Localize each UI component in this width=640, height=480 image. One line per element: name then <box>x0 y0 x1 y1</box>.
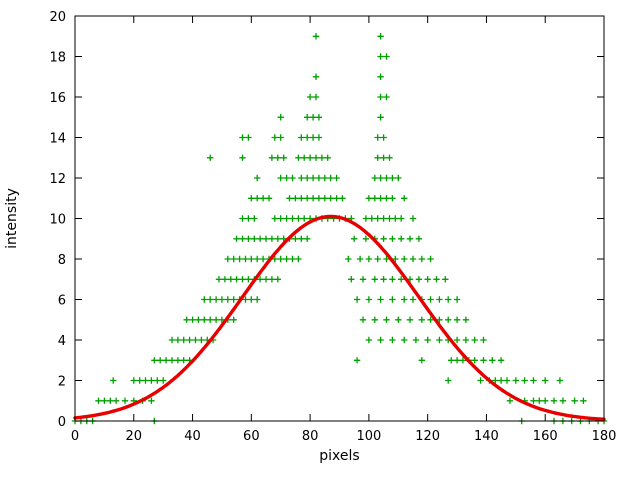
y-axis-label: intensity <box>4 188 20 249</box>
y-tick-label: 6 <box>58 294 66 309</box>
x-tick-label: 180 <box>592 429 617 444</box>
y-tick-label: 18 <box>49 51 66 66</box>
y-tick-label: 14 <box>49 132 66 147</box>
x-tick-label: 20 <box>126 429 143 444</box>
y-tick-label: 20 <box>49 10 66 25</box>
x-tick-label: 100 <box>356 429 381 444</box>
y-tick-label: 10 <box>49 213 66 228</box>
y-tick-label: 2 <box>58 375 66 390</box>
x-axis-label: pixels <box>319 448 359 464</box>
x-tick-label: 160 <box>533 429 558 444</box>
x-tick-label: 80 <box>302 429 319 444</box>
y-tick-label: 16 <box>49 91 66 106</box>
x-tick-label: 120 <box>415 429 440 444</box>
fit-curve <box>73 214 606 421</box>
x-tick-label: 140 <box>474 429 499 444</box>
y-tick-label: 4 <box>58 334 66 349</box>
x-tick-label: 40 <box>184 429 201 444</box>
x-tick-label: 60 <box>243 429 260 444</box>
x-tick-label: 0 <box>71 429 79 444</box>
y-tick-label: 8 <box>58 253 66 268</box>
y-tick-label: 12 <box>49 172 66 187</box>
y-tick-label: 0 <box>58 415 66 430</box>
